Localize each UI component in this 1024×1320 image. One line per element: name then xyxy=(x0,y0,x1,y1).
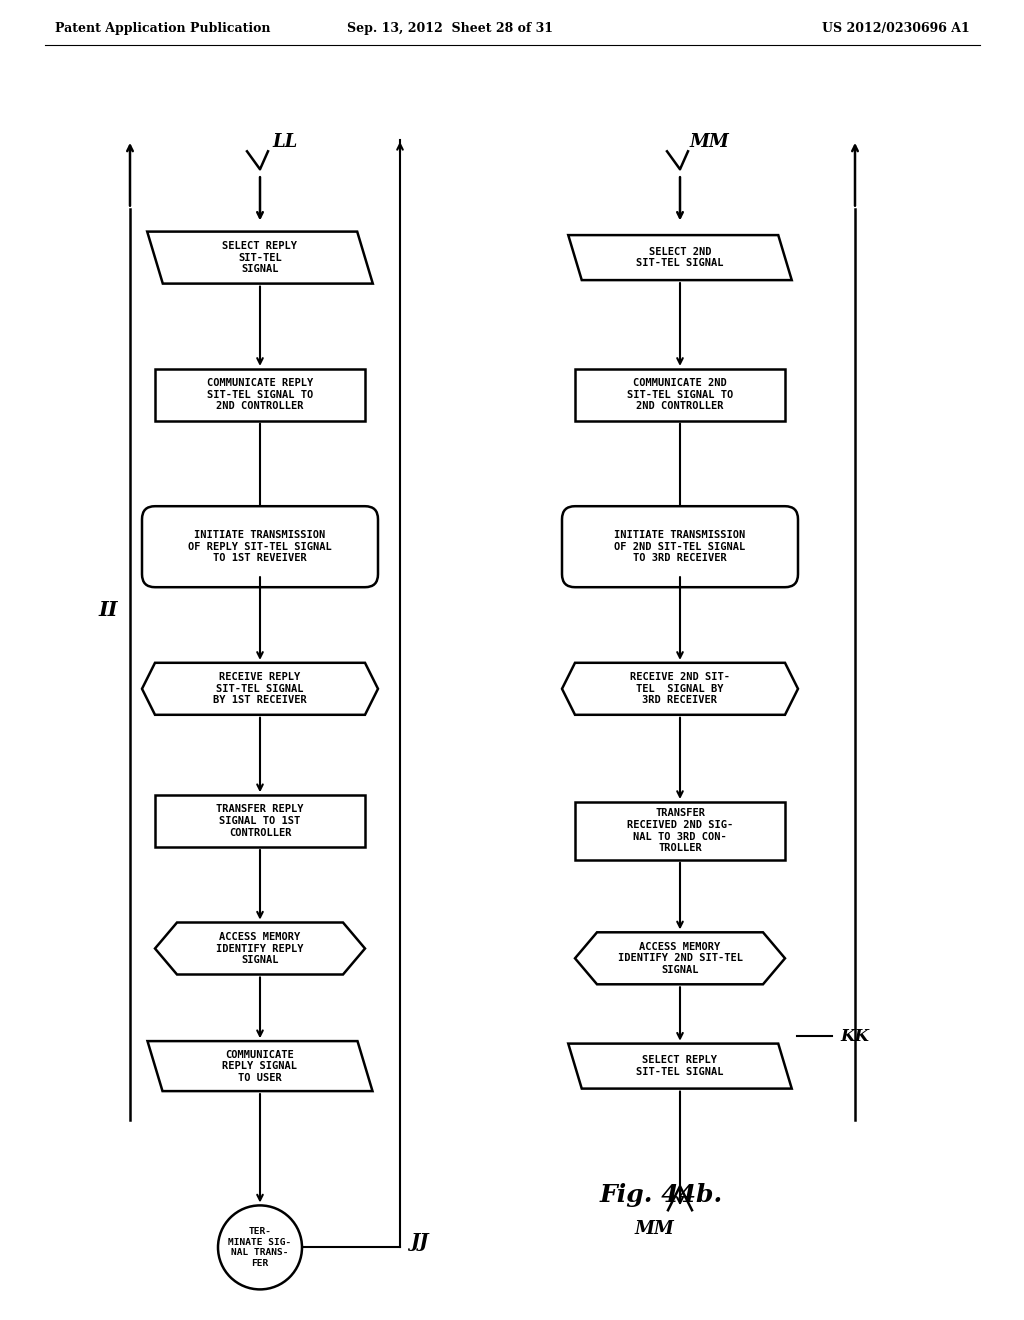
Text: RECEIVE REPLY
SIT-TEL SIGNAL
BY 1ST RECEIVER: RECEIVE REPLY SIT-TEL SIGNAL BY 1ST RECE… xyxy=(213,672,307,705)
Text: ACCESS MEMORY
IDENTIFY 2ND SIT-TEL
SIGNAL: ACCESS MEMORY IDENTIFY 2ND SIT-TEL SIGNA… xyxy=(617,941,742,975)
Text: II: II xyxy=(98,601,118,620)
Text: TER-
MINATE SIG-
NAL TRANS-
FER: TER- MINATE SIG- NAL TRANS- FER xyxy=(228,1228,292,1267)
Text: US 2012/0230696 A1: US 2012/0230696 A1 xyxy=(822,22,970,36)
Polygon shape xyxy=(575,932,785,985)
Text: Patent Application Publication: Patent Application Publication xyxy=(55,22,270,36)
Polygon shape xyxy=(147,231,373,284)
Text: INITIATE TRANSMISSION
OF REPLY SIT-TEL SIGNAL
TO 1ST REVEIVER: INITIATE TRANSMISSION OF REPLY SIT-TEL S… xyxy=(188,531,332,564)
Text: Sep. 13, 2012  Sheet 28 of 31: Sep. 13, 2012 Sheet 28 of 31 xyxy=(347,22,553,36)
Text: MM: MM xyxy=(635,1220,675,1238)
Text: KK: KK xyxy=(840,1027,869,1044)
Circle shape xyxy=(218,1205,302,1290)
Polygon shape xyxy=(155,923,365,974)
Text: RECEIVE 2ND SIT-
TEL  SIGNAL BY
3RD RECEIVER: RECEIVE 2ND SIT- TEL SIGNAL BY 3RD RECEI… xyxy=(630,672,730,705)
Polygon shape xyxy=(568,1044,792,1089)
FancyBboxPatch shape xyxy=(155,795,365,847)
Text: COMMUNICATE
REPLY SIGNAL
TO USER: COMMUNICATE REPLY SIGNAL TO USER xyxy=(222,1049,298,1082)
FancyBboxPatch shape xyxy=(155,368,365,421)
Polygon shape xyxy=(568,235,792,280)
Text: SELECT REPLY
SIT-TEL SIGNAL: SELECT REPLY SIT-TEL SIGNAL xyxy=(636,1055,724,1077)
FancyBboxPatch shape xyxy=(575,368,785,421)
Text: Fig. 44b.: Fig. 44b. xyxy=(600,1183,723,1206)
Text: MM: MM xyxy=(690,133,730,152)
FancyBboxPatch shape xyxy=(562,506,798,587)
FancyBboxPatch shape xyxy=(142,506,378,587)
Text: LL: LL xyxy=(272,133,297,152)
Text: INITIATE TRANSMISSION
OF 2ND SIT-TEL SIGNAL
TO 3RD RECEIVER: INITIATE TRANSMISSION OF 2ND SIT-TEL SIG… xyxy=(614,531,745,564)
Text: ACCESS MEMORY
IDENTIFY REPLY
SIGNAL: ACCESS MEMORY IDENTIFY REPLY SIGNAL xyxy=(216,932,304,965)
Text: SELECT REPLY
SIT-TEL
SIGNAL: SELECT REPLY SIT-TEL SIGNAL xyxy=(222,242,298,275)
Text: TRANSFER
RECEIVED 2ND SIG-
NAL TO 3RD CON-
TROLLER: TRANSFER RECEIVED 2ND SIG- NAL TO 3RD CO… xyxy=(627,808,733,853)
Text: TRANSFER REPLY
SIGNAL TO 1ST
CONTROLLER: TRANSFER REPLY SIGNAL TO 1ST CONTROLLER xyxy=(216,804,304,838)
Polygon shape xyxy=(142,663,378,715)
FancyBboxPatch shape xyxy=(575,801,785,859)
Text: SELECT 2ND
SIT-TEL SIGNAL: SELECT 2ND SIT-TEL SIGNAL xyxy=(636,247,724,268)
Text: JJ: JJ xyxy=(410,1233,428,1251)
Text: COMMUNICATE 2ND
SIT-TEL SIGNAL TO
2ND CONTROLLER: COMMUNICATE 2ND SIT-TEL SIGNAL TO 2ND CO… xyxy=(627,379,733,412)
Polygon shape xyxy=(562,663,798,715)
Text: COMMUNICATE REPLY
SIT-TEL SIGNAL TO
2ND CONTROLLER: COMMUNICATE REPLY SIT-TEL SIGNAL TO 2ND … xyxy=(207,379,313,412)
Polygon shape xyxy=(147,1041,373,1092)
